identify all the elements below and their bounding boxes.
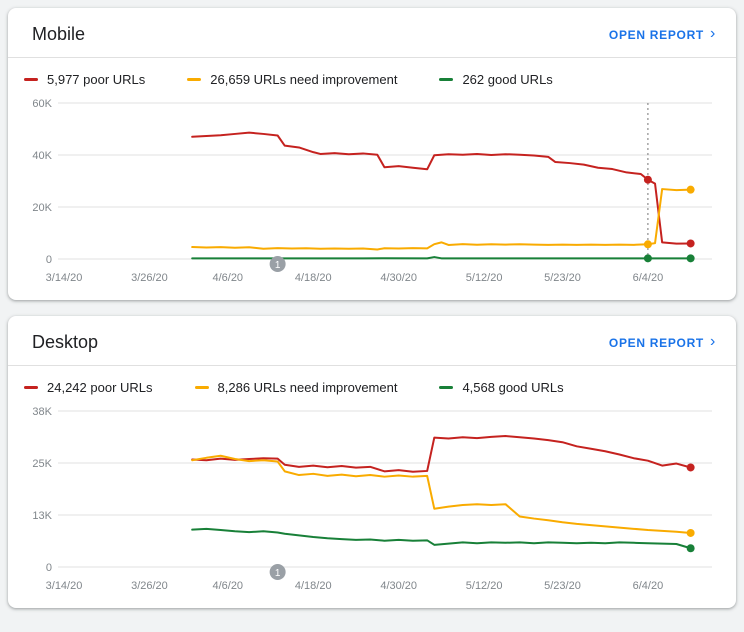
- open-report-link-desktop[interactable]: OPEN REPORT ›: [608, 332, 716, 351]
- poor-line-swatch: [24, 78, 38, 81]
- series-dot-good: [686, 544, 695, 553]
- chevron-right-icon: ›: [709, 332, 716, 350]
- legend-item-poor: 24,242 poor URLs: [24, 380, 153, 395]
- annotation-badge-label: 1: [275, 568, 281, 579]
- chevron-right-icon: ›: [709, 24, 716, 42]
- series-line-improve: [191, 454, 692, 534]
- card-desktop: Desktop OPEN REPORT › 24,242 poor URLs 8…: [8, 316, 736, 608]
- x-tick-label: 5/12/20: [466, 580, 503, 592]
- series-line-poor: [191, 131, 692, 245]
- y-tick-label: 0: [46, 254, 52, 266]
- legend-desktop: 24,242 poor URLs 8,286 URLs need improve…: [8, 366, 736, 399]
- x-tick-label: 4/6/20: [212, 272, 243, 284]
- good-line-swatch: [439, 386, 454, 389]
- x-tick-label: 3/14/20: [46, 580, 83, 592]
- y-tick-label: 60K: [32, 98, 52, 110]
- legend-label-needs-improvement: 26,659 URLs need improvement: [210, 72, 398, 87]
- card-title-desktop: Desktop: [32, 332, 99, 352]
- open-report-label: OPEN REPORT: [608, 27, 704, 42]
- legend-label-poor: 5,977 poor URLs: [47, 72, 146, 87]
- x-tick-label: 5/23/20: [544, 272, 581, 284]
- poor-line-swatch: [24, 386, 38, 389]
- y-tick-label: 40K: [32, 150, 52, 162]
- y-tick-label: 13K: [32, 510, 52, 522]
- y-tick-label: 25K: [32, 458, 52, 470]
- y-tick-label: 38K: [32, 406, 52, 418]
- card-mobile: Mobile OPEN REPORT › 5,977 poor URLs 26,…: [8, 8, 736, 300]
- series-dot-poor: [686, 239, 695, 248]
- series-dot-improve: [686, 528, 695, 537]
- x-tick-label: 4/30/20: [380, 580, 417, 592]
- x-tick-label: 5/12/20: [466, 272, 503, 284]
- annotation-badge-label: 1: [275, 260, 281, 271]
- legend-item-good: 4,568 good URLs: [439, 380, 564, 395]
- series-line-poor: [191, 435, 692, 473]
- improve-line-swatch: [194, 386, 209, 389]
- legend-label-good: 4,568 good URLs: [462, 380, 564, 395]
- series-dot-improve: [643, 240, 652, 249]
- legend-label-good: 262 good URLs: [462, 72, 553, 87]
- y-tick-label: 20K: [32, 202, 52, 214]
- open-report-link-mobile[interactable]: OPEN REPORT ›: [608, 24, 716, 43]
- improve-line-swatch: [187, 78, 202, 81]
- legend-label-poor: 24,242 poor URLs: [47, 380, 153, 395]
- x-tick-label: 3/26/20: [131, 272, 168, 284]
- x-tick-label: 4/6/20: [212, 580, 243, 592]
- annotation-badge[interactable]: [269, 256, 286, 272]
- annotation-badge[interactable]: [269, 564, 286, 580]
- series-line-good: [191, 256, 692, 260]
- y-tick-label: 0: [46, 562, 52, 574]
- series-line-good: [191, 527, 692, 550]
- legend-item-poor: 5,977 poor URLs: [24, 72, 145, 87]
- series-dot-improve: [686, 185, 695, 194]
- open-report-label: OPEN REPORT: [608, 335, 704, 350]
- series-dot-good: [686, 254, 695, 263]
- series-line-improve: [191, 188, 692, 251]
- card-title-mobile: Mobile: [32, 24, 86, 44]
- legend-mobile: 5,977 poor URLs 26,659 URLs need improve…: [8, 58, 736, 91]
- chart-area-desktop: 0 13K 25K 38K 3/14/20 3/26/20 4/6/20 4/18/20 4/3…: [8, 399, 736, 608]
- legend-item-needs-improvement: 8,286 URLs need improvement: [194, 380, 398, 395]
- chart-area-mobile: 0 20K 40K 60K 3/14/20 3/26/20 4/6/20 4/18/20 4/3…: [8, 91, 736, 300]
- legend-item-needs-improvement: 26,659 URLs need improvement: [187, 72, 397, 87]
- x-tick-label: 3/26/20: [131, 580, 168, 592]
- x-tick-label: 6/4/20: [633, 580, 664, 592]
- x-tick-label: 4/18/20: [295, 580, 332, 592]
- x-tick-label: 3/14/20: [46, 272, 83, 284]
- desktop-url-status-chart[interactable]: 0 13K 25K 38K 3/14/20 3/26/20 4/6/20 4/18/20 4/3…: [16, 401, 728, 597]
- x-tick-label: 5/23/20: [544, 580, 581, 592]
- legend-label-needs-improvement: 8,286 URLs need improvement: [217, 380, 398, 395]
- card-mobile-header: Mobile OPEN REPORT ›: [8, 8, 736, 58]
- x-tick-label: 4/18/20: [295, 272, 332, 284]
- legend-item-good: 262 good URLs: [439, 72, 553, 87]
- series-dot-poor: [643, 175, 652, 184]
- series-dot-poor: [686, 463, 695, 472]
- x-tick-label: 4/30/20: [380, 272, 417, 284]
- x-tick-label: 6/4/20: [633, 272, 664, 284]
- series-dot-good: [643, 254, 652, 263]
- mobile-url-status-chart[interactable]: 0 20K 40K 60K 3/14/20 3/26/20 4/6/20 4/18/20 4/3…: [16, 93, 728, 289]
- card-desktop-header: Desktop OPEN REPORT ›: [8, 316, 736, 366]
- good-line-swatch: [439, 78, 454, 81]
